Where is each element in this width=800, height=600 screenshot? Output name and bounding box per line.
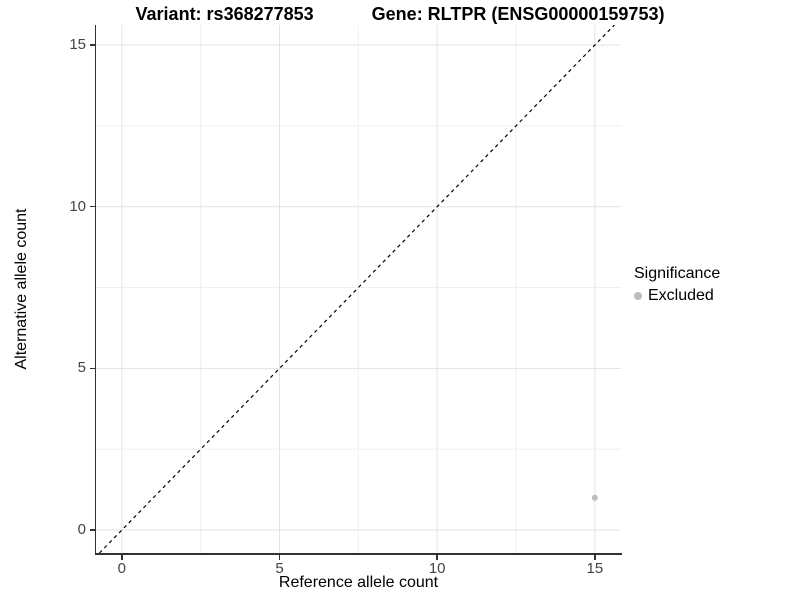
plot-title-variant: Variant: rs368277853 <box>135 4 314 24</box>
legend-point-icon <box>634 292 642 300</box>
x-tick-mark <box>278 554 281 560</box>
y-axis-title: Alternative allele count <box>13 208 30 370</box>
data-point <box>591 494 598 501</box>
y-tick-label: 15 <box>69 36 86 54</box>
x-axis-line <box>94 553 622 555</box>
legend-title: Significance <box>634 265 721 282</box>
identity-reference-line <box>99 25 615 553</box>
y-tick-label: 5 <box>77 359 86 377</box>
legend: Significance Excluded <box>634 264 720 306</box>
x-tick-label: 15 <box>586 560 604 577</box>
y-axis-line <box>94 25 96 555</box>
y-tick-mark <box>89 44 95 46</box>
legend-item-label: Excluded <box>648 287 714 304</box>
x-tick-label: 5 <box>275 560 284 577</box>
x-axis-title: Reference allele count <box>278 574 439 591</box>
y-tick-mark <box>89 529 95 531</box>
x-tick-mark <box>121 554 123 560</box>
plot-title-gene: Gene: RLTPR (ENSG00000159753) <box>371 4 665 24</box>
y-tick-mark <box>89 367 95 370</box>
y-tick-label: 0 <box>77 521 86 539</box>
y-tick-label: 10 <box>69 197 86 215</box>
legend-item-excluded: Excluded <box>634 286 720 306</box>
x-tick-mark <box>594 554 596 560</box>
y-tick-mark <box>89 205 95 208</box>
x-tick-label: 0 <box>117 560 127 577</box>
x-tick-label: 10 <box>428 560 446 577</box>
plot-panel <box>96 25 621 553</box>
plot-title: Variant: rs368277853 Gene: RLTPR (ENSG00… <box>0 4 800 25</box>
x-tick-mark <box>436 554 438 560</box>
plot-canvas <box>96 25 621 553</box>
